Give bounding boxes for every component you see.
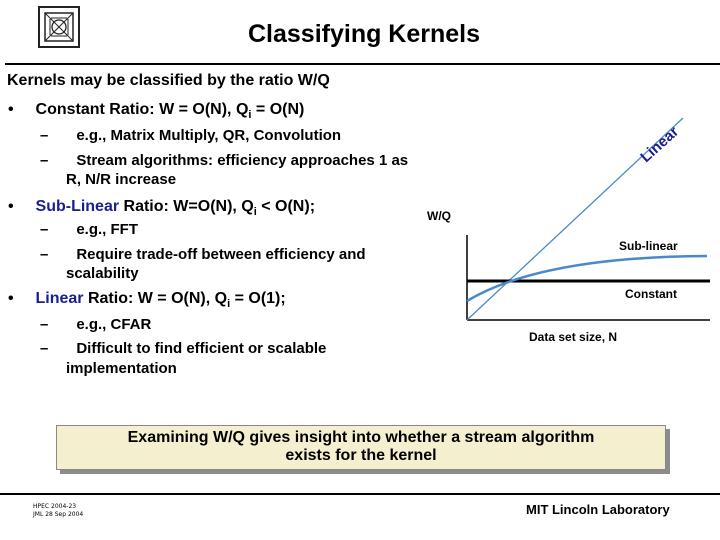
bullet-text: Ratio: W=O(N), Q [119,198,254,215]
bullet-highlight: Sub-Linear [35,198,120,215]
insight-box: Examining W/Q gives insight into whether… [56,425,666,470]
bullet-sublinear: • Sub-Linear Ratio: W=O(N), Qi < O(N); [8,198,315,218]
x-axis-label: Data set size, N [529,330,617,344]
sub-item: – Stream algorithms: efficiency approache… [40,152,409,169]
bullet-text-rest: < O(N); [256,198,316,215]
bullet-highlight: Linear [35,290,84,307]
insight-line-1: Examining W/Q gives insight into whether… [127,429,595,446]
bullet-text: Constant Ratio: W = O(N), Q [35,101,249,118]
sub-item: – e.g., Matrix Multiply, QR, Convolution [40,127,342,144]
sub-item: – Require trade-off between efficiency an… [40,246,366,263]
bullet-dot: • [8,101,14,118]
sub-item-continued: scalability [66,265,139,282]
page-title: Classifying Kernels [247,20,481,48]
subscript: i [227,298,231,311]
footer-slide-info: HPEC 2004-23 JML 28 Sep 2004 [33,503,83,519]
sub-item: – Difficult to find efficient or scalable [40,340,327,357]
subscript: i [253,206,257,219]
sub-item: – e.g., FFT [40,221,139,238]
sublinear-label: Sub-linear [619,239,678,253]
constant-label: Constant [625,287,677,301]
wq-ratio-diagram: Linear W/Q Sub-linear Constant Data set … [427,117,710,344]
linear-curve [466,117,684,321]
bullet-linear: • Linear Ratio: W = O(N), Qi = O(1); [8,290,286,310]
y-axis-label: W/Q [427,209,451,223]
footer-divider [0,493,720,495]
footer-slide-id: HPEC 2004-23 [33,503,77,510]
footer-slide-date: JML 28 Sep 2004 [33,511,84,518]
bullet-text: Ratio: W = O(N), Q [83,290,228,307]
title-divider [5,63,720,65]
bullet-text-rest: = O(1); [230,290,286,307]
bullet-dot: • [8,198,14,215]
insight-line-2: exists for the kernel [285,447,437,464]
lincoln-lab-logo-icon [38,6,80,48]
sub-item: – e.g., CFAR [40,316,152,333]
bullet-text-rest: = O(N) [251,101,305,118]
sub-item-continued: R, N/R increase [66,171,177,188]
subscript: i [248,109,252,122]
linear-label: Linear [637,123,682,166]
bullet-dot: • [8,290,14,307]
sub-item-continued: implementation [66,360,177,377]
intro-text: Kernels may be classified by the ratio W… [7,72,330,89]
bullet-constant: • Constant Ratio: W = O(N), Qi = O(N) [8,101,304,121]
sublinear-curve [466,254,708,303]
footer-org-name: MIT Lincoln Laboratory [526,502,670,517]
